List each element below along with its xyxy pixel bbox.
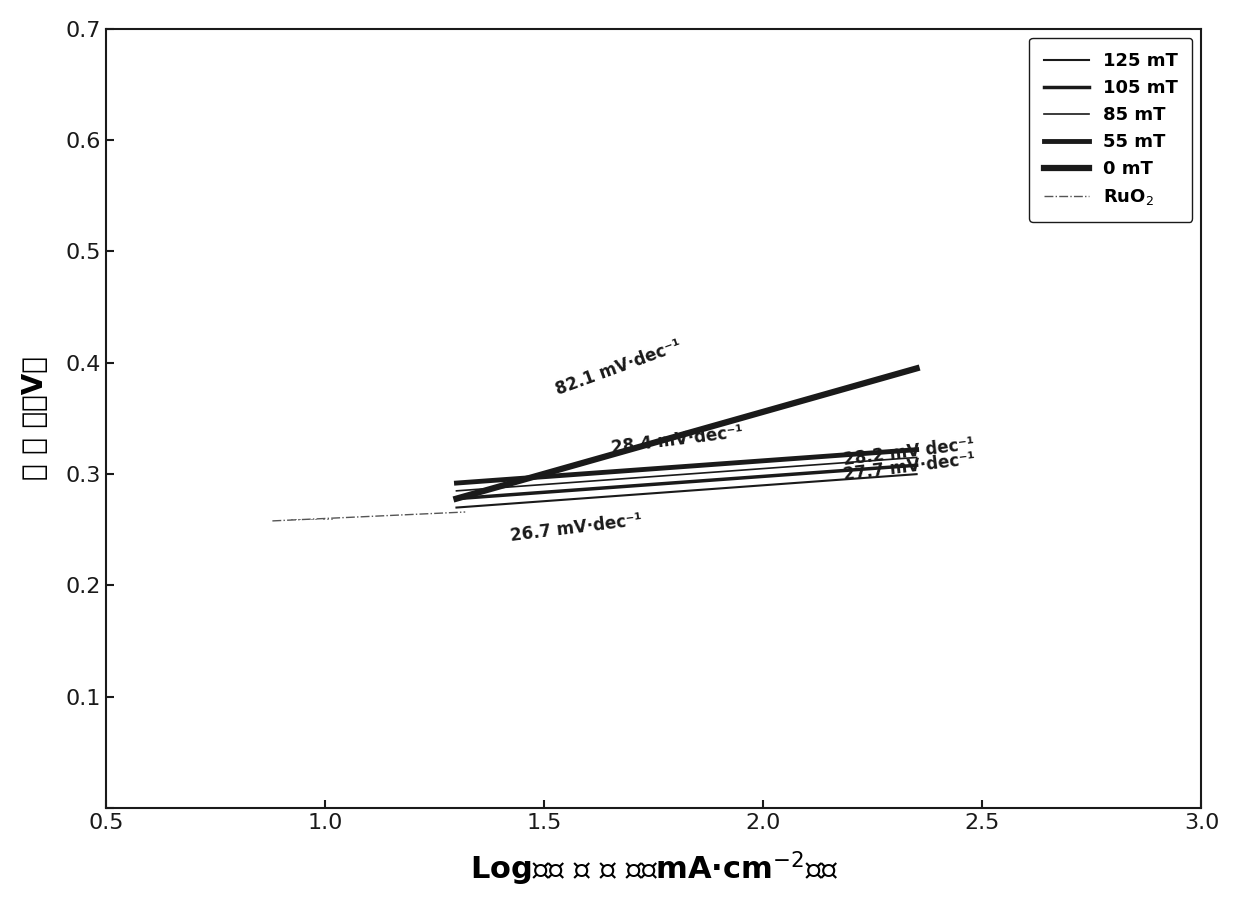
Text: 28.2 mV dec⁻¹: 28.2 mV dec⁻¹ — [842, 435, 976, 468]
Text: 28.4 mV·dec⁻¹: 28.4 mV·dec⁻¹ — [610, 424, 744, 457]
Text: 27.7 mV·dec⁻¹: 27.7 mV·dec⁻¹ — [842, 450, 976, 484]
Text: ... ... ...: ... ... ... — [290, 510, 334, 523]
Legend: 125 mT, 105 mT, 85 mT, 55 mT, 0 mT, RuO$_2$: 125 mT, 105 mT, 85 mT, 55 mT, 0 mT, RuO$… — [1029, 38, 1193, 222]
Y-axis label: 过 电 位（V）: 过 电 位（V） — [21, 356, 48, 481]
Text: 26.7 mV·dec⁻¹: 26.7 mV·dec⁻¹ — [510, 512, 642, 545]
Text: 82.1 mV·dec⁻¹: 82.1 mV·dec⁻¹ — [553, 336, 683, 398]
X-axis label: Log（电 流 密 度（mA·cm$^{-2}$））: Log（电 流 密 度（mA·cm$^{-2}$）） — [470, 850, 838, 888]
